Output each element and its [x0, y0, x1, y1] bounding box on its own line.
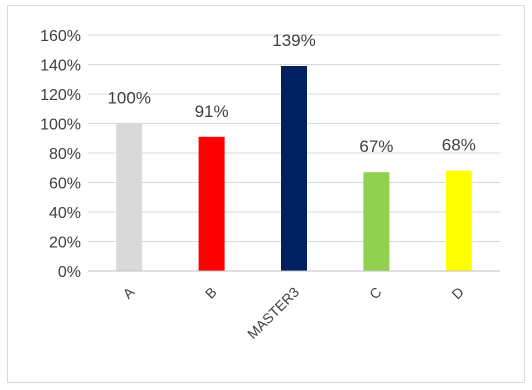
y-tick-label: 40% — [49, 205, 81, 222]
y-tick-label: 100% — [40, 117, 81, 134]
data-label: 139% — [272, 31, 315, 50]
data-label: 100% — [107, 89, 150, 108]
chart-frame — [7, 5, 525, 383]
y-tick-label: 120% — [40, 87, 81, 104]
y-tick-label: 160% — [40, 28, 81, 45]
y-tick-label: 140% — [40, 58, 81, 75]
x-tick-label: MASTER3 — [244, 284, 302, 342]
bar — [116, 123, 143, 271]
y-tick-label: 60% — [49, 176, 81, 193]
data-label: 67% — [359, 137, 393, 156]
bar — [445, 170, 472, 271]
y-tick-label: 80% — [49, 146, 81, 163]
x-tick-label: B — [202, 284, 220, 302]
x-tick-label: A — [119, 283, 137, 301]
data-label: 91% — [195, 102, 229, 121]
bar — [281, 65, 307, 271]
x-tick-label: D — [448, 284, 466, 302]
labels: 0% 20% 40% 60% 80% 100% 120% 140% 160% 100% A 91% B 1… — [40, 28, 476, 342]
y-tick-label: 20% — [49, 235, 81, 252]
x-tick-label: C — [366, 284, 384, 302]
data-label: 68% — [442, 136, 476, 155]
bars — [116, 65, 472, 271]
y-tick-label: 0% — [58, 264, 81, 281]
bar — [363, 172, 390, 271]
bar — [198, 136, 225, 271]
